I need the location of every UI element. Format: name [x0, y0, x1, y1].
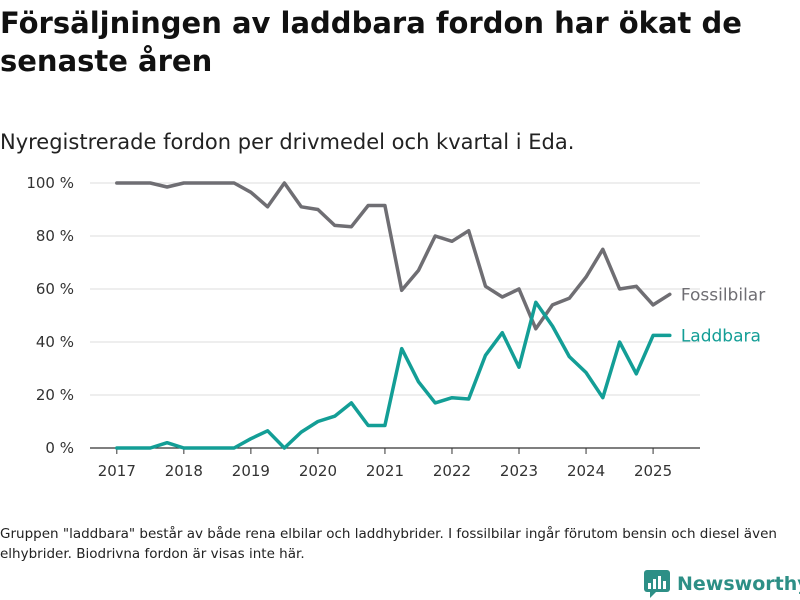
- x-tick-label: 2020: [299, 462, 337, 480]
- series-label-fossilbilar: Fossilbilar: [681, 285, 765, 305]
- series-line-fossilbilar: [115, 181, 672, 331]
- y-tick-label: 100 %: [26, 174, 74, 192]
- series-labels: Fossilbilar Laddbara: [681, 285, 765, 346]
- chart-subtitle: Nyregistrerade fordon per drivmedel och …: [0, 130, 575, 154]
- x-axis: 2017 2018 2019 2020 2021 2022 2023 2024 2025: [90, 447, 700, 480]
- series-label-laddbara: Laddbara: [681, 326, 761, 346]
- y-tick-label: 0 %: [45, 439, 74, 457]
- x-tick-label: 2025: [634, 462, 672, 480]
- chart-title: Försäljningen av laddbara fordon har öka…: [0, 6, 742, 78]
- y-tick-label: 20 %: [36, 386, 74, 404]
- y-tick-label: 80 %: [36, 227, 74, 245]
- x-tick-label: 2023: [500, 462, 538, 480]
- newsworthy-logo-icon: [644, 570, 670, 598]
- y-tick-label: 60 %: [36, 280, 74, 298]
- y-tick-label: 40 %: [36, 333, 74, 351]
- series-line-laddbara: [115, 300, 672, 450]
- x-tick-label: 2019: [232, 462, 270, 480]
- brand-name: Newsworthy: [677, 573, 800, 595]
- x-tick-label: 2018: [165, 462, 203, 480]
- footnote: Gruppen "laddbara" består av både rena e…: [0, 526, 777, 562]
- gridlines: [90, 182, 700, 396]
- y-axis: 0 % 20 % 40 % 60 % 80 % 100 %: [26, 174, 74, 457]
- series-lines: [115, 181, 672, 450]
- x-tick-label: 2022: [433, 462, 471, 480]
- x-tick-label: 2021: [366, 462, 404, 480]
- brand: Newsworthy: [644, 568, 800, 600]
- x-tick-label: 2017: [98, 462, 136, 480]
- x-tick-label: 2024: [567, 462, 605, 480]
- line-chart: 0 % 20 % 40 % 60 % 80 % 100 % 2017 2018 2019 202…: [26, 174, 765, 480]
